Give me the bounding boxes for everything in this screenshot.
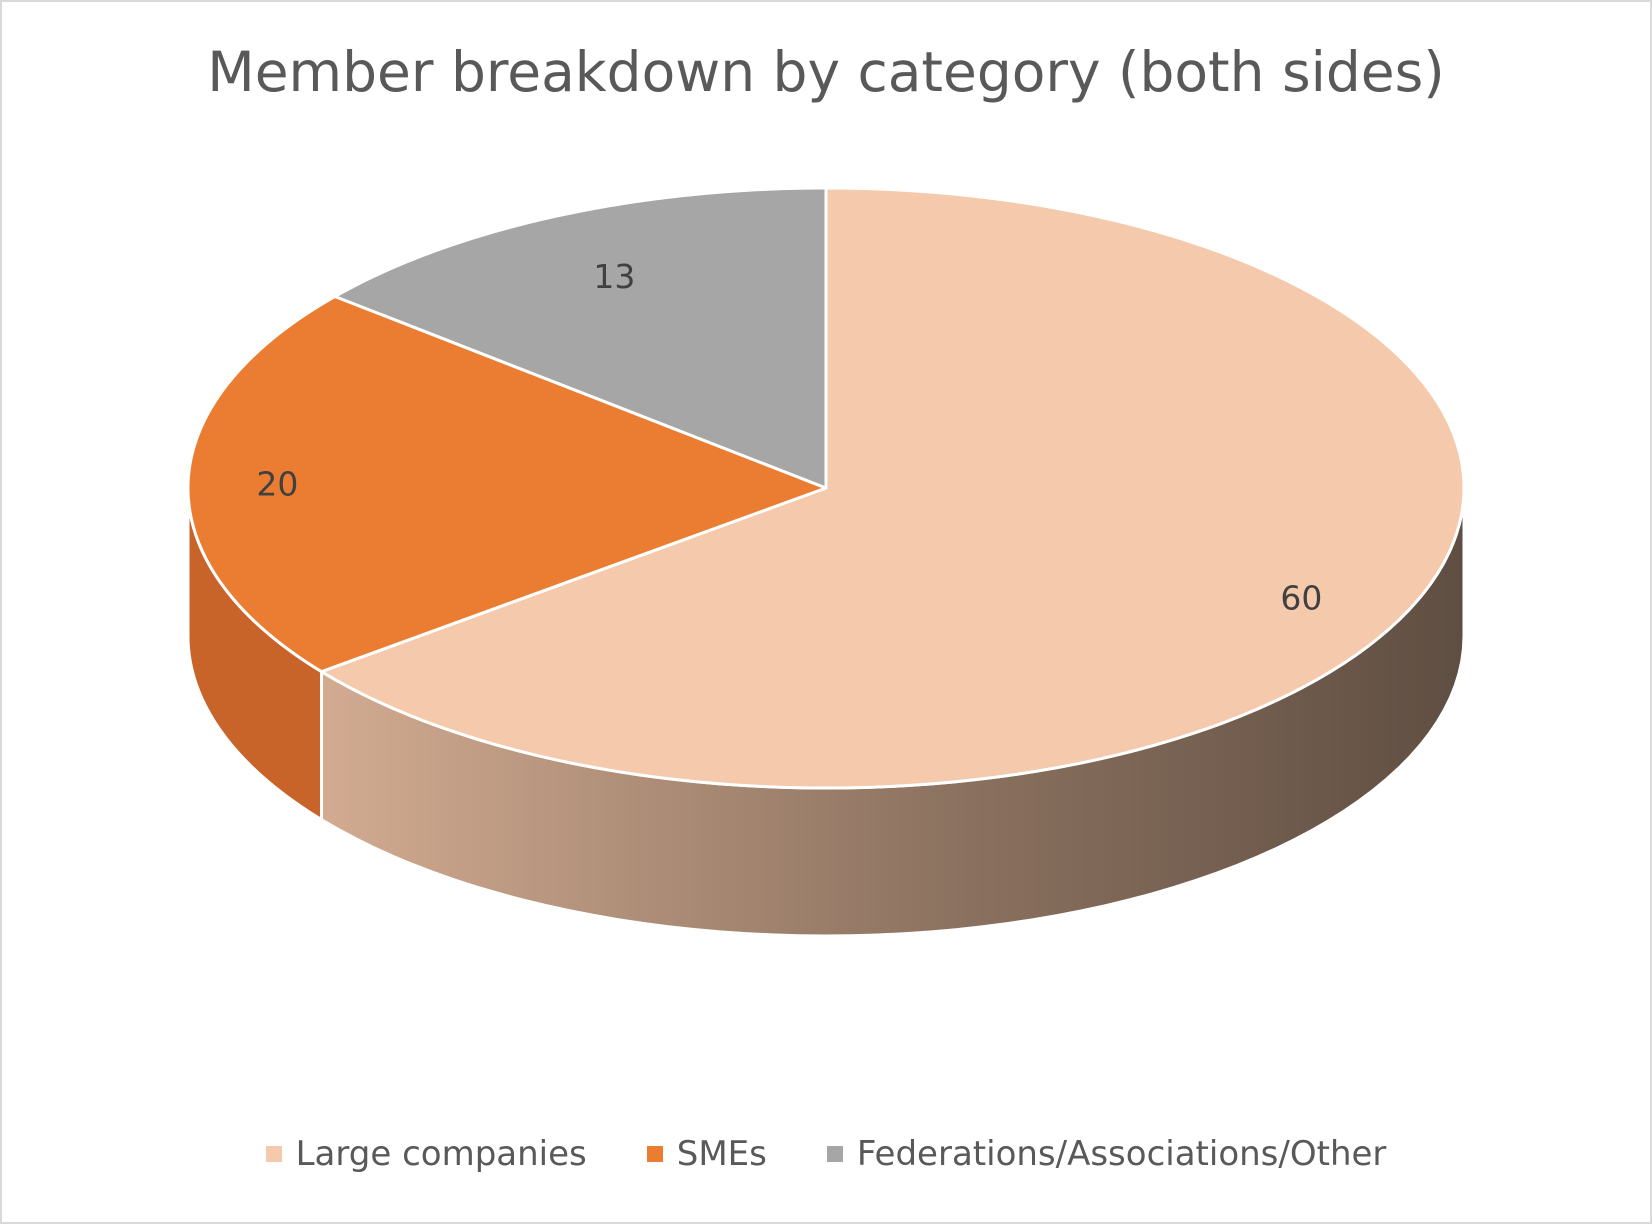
pie-slice-federations-associations-other xyxy=(333,186,828,490)
pie-slice-smes xyxy=(186,294,828,674)
legend-label: Federations/Associations/Other xyxy=(856,1134,1387,1174)
legend-item-smes: SMEs xyxy=(646,1134,767,1174)
data-label-smes: 20 xyxy=(256,465,298,504)
legend-swatch xyxy=(646,1146,663,1162)
chart-title: Member breakdown by category (both sides… xyxy=(207,40,1445,104)
legend: Large companies SMEs Federations/Associati… xyxy=(2,1134,1650,1174)
legend-item-federations-associations-other: Federations/Associations/Other xyxy=(826,1134,1387,1174)
legend-swatch xyxy=(265,1146,282,1162)
legend-item-large-companies: Large companies xyxy=(265,1134,587,1174)
pie-slices xyxy=(186,186,1466,790)
data-label-large-companies: 60 xyxy=(1280,579,1322,618)
legend-label: Large companies xyxy=(295,1134,587,1174)
pie-slice-large-companies xyxy=(319,186,1466,790)
legend-swatch xyxy=(826,1146,843,1162)
data-label-federations-associations-other: 13 xyxy=(593,257,635,296)
legend-label: SMEs xyxy=(676,1134,767,1174)
pie-data-labels: 60 20 13 xyxy=(256,257,1322,617)
